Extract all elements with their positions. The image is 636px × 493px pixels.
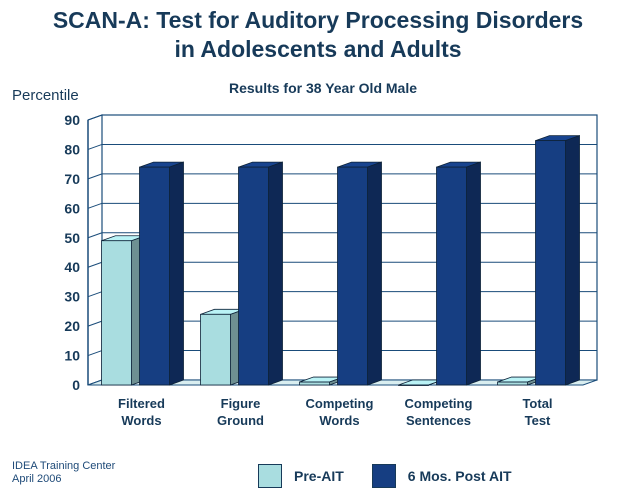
x-tick-label: Figure	[221, 396, 261, 411]
bar-pre-ait	[398, 384, 429, 386]
y-tick-label: 20	[64, 318, 80, 334]
footer-organization: IDEA Training Center	[12, 460, 116, 472]
gridline-diagonal	[87, 143, 103, 150]
y-tick-label: 90	[64, 112, 80, 128]
bar-post-ait-side	[268, 161, 283, 386]
y-tick-label: 60	[64, 200, 80, 216]
x-tick-label: Test	[525, 413, 551, 428]
bar-pre-ait	[101, 240, 132, 386]
x-tick-label: Words	[121, 413, 161, 428]
legend-label-post-ait: 6 Mos. Post AIT	[407, 468, 512, 484]
footer-date: April 2006	[12, 473, 62, 485]
bar-post-ait	[238, 166, 269, 386]
bar-post-ait	[535, 140, 566, 386]
legend-swatch-post-ait	[371, 464, 396, 488]
x-tick-label: Sentences	[406, 413, 471, 428]
gridline-diagonal	[87, 173, 103, 180]
x-tick-label: Competing	[405, 396, 473, 411]
gridline-diagonal	[87, 202, 103, 209]
chart-legend: Pre-AIT 6 Mos. Post AIT	[258, 462, 540, 490]
y-tick-label: 0	[72, 377, 80, 393]
y-tick-label: 10	[64, 348, 80, 364]
gridline-diagonal	[87, 320, 103, 327]
x-tick-label: Ground	[217, 413, 264, 428]
gridline-diagonal	[87, 232, 103, 239]
y-tick-label: 50	[64, 230, 80, 246]
chart-title-line-1: SCAN-A: Test for Auditory Processing Dis…	[52, 7, 584, 33]
footer-credit: IDEA Training Center April 2006	[12, 460, 115, 486]
bar-pre-ait	[299, 381, 330, 386]
gridline-diagonal	[87, 261, 103, 268]
x-tick-label: Total	[522, 396, 552, 411]
x-tick-label: Competing	[306, 396, 374, 411]
legend-swatch-pre-ait	[258, 464, 282, 488]
bar-post-ait	[139, 166, 170, 386]
chart-subtitle: Results for 38 Year Old Male	[228, 80, 418, 96]
legend-label-pre-ait: Pre-AIT	[294, 468, 344, 484]
x-tick-label: Words	[319, 413, 359, 428]
bar-post-ait-side	[367, 161, 382, 386]
legend-item-post-ait: 6 Mos. Post AIT	[371, 464, 512, 488]
bar-post-ait	[337, 166, 368, 386]
gridline-diagonal	[87, 291, 103, 298]
y-tick-label: 40	[64, 259, 80, 275]
bar-post-ait	[436, 166, 467, 386]
chart-title: SCAN-A: Test for Auditory Processing Dis…	[0, 6, 636, 64]
plot-side-wall	[87, 114, 103, 386]
y-tick-label: 30	[64, 289, 80, 305]
y-axis-label: Percentile	[12, 87, 79, 104]
y-tick-label: 70	[64, 171, 80, 187]
chart-title-line-2: in Adolescents and Adults	[174, 36, 462, 62]
bar-pre-ait	[200, 313, 231, 386]
gridline-diagonal	[87, 114, 103, 121]
x-tick-label: Filtered	[118, 396, 165, 411]
bar-post-ait-side	[466, 161, 481, 386]
bar-post-ait-side	[169, 161, 184, 386]
bar-pre-ait	[497, 381, 528, 386]
gridline-diagonal	[87, 350, 103, 357]
y-tick-label: 80	[64, 141, 80, 157]
legend-item-pre-ait: Pre-AIT	[258, 464, 344, 488]
bar-post-ait-side	[565, 135, 580, 386]
